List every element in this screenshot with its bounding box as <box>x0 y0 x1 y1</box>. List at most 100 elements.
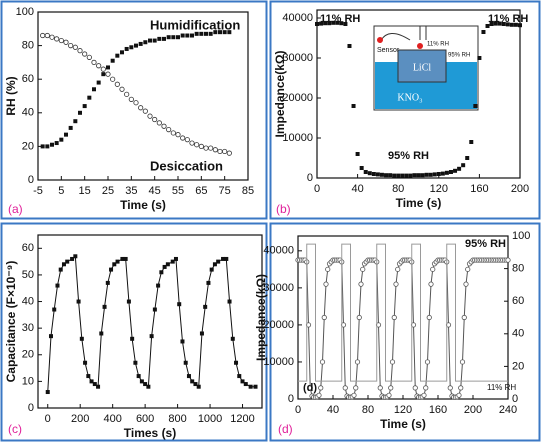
marker <box>221 256 226 261</box>
marker <box>505 22 510 27</box>
marker <box>45 144 50 149</box>
marker <box>456 392 462 398</box>
marker <box>138 105 144 111</box>
marker <box>436 172 441 176</box>
marker <box>386 392 392 398</box>
marker <box>159 270 164 275</box>
marker <box>428 281 434 287</box>
y-tick-label: 40 <box>22 295 34 307</box>
marker <box>170 130 176 136</box>
marker <box>55 283 60 288</box>
panel-border <box>0 0 268 220</box>
series-line <box>298 259 508 398</box>
marker <box>152 38 157 43</box>
marker <box>185 33 190 38</box>
y-tick-label: 0 <box>28 402 34 414</box>
y-axis-label: Capacitance (F×10⁻⁹) <box>4 261 18 383</box>
marker <box>377 385 383 391</box>
y-axis-label: Impedance(kΩ) <box>273 51 287 138</box>
y-tick-label: 40000 <box>263 245 294 257</box>
marker <box>139 379 144 384</box>
x-tick-label: 45 <box>149 185 161 197</box>
marker <box>173 256 178 261</box>
annotation: 95% RH <box>465 238 506 250</box>
x-tick-label: -5 <box>33 185 43 197</box>
y-tick-label: 80 <box>22 40 34 52</box>
marker <box>105 280 110 285</box>
marker <box>384 173 389 178</box>
y-tick-label: 0 <box>28 174 34 186</box>
marker <box>183 360 188 365</box>
marker <box>40 144 45 149</box>
marker <box>356 314 362 321</box>
y-tick-label: 10000 <box>263 356 294 368</box>
marker <box>253 384 258 389</box>
marker <box>54 141 59 146</box>
marker <box>342 385 348 391</box>
x-tick-label: 160 <box>429 404 447 416</box>
marker <box>327 21 332 26</box>
marker <box>240 379 245 384</box>
x-tick-label: 85 <box>242 185 254 197</box>
x-tick-label: 0 <box>45 413 51 425</box>
marker <box>180 339 185 344</box>
marker <box>212 147 218 153</box>
marker <box>513 22 518 27</box>
marker <box>351 392 357 398</box>
marker <box>335 20 340 25</box>
y-tick-label: 100 <box>16 6 34 18</box>
marker <box>360 266 366 272</box>
marker <box>358 281 364 287</box>
marker <box>323 281 329 287</box>
marker <box>130 336 135 341</box>
panel-label: (a) <box>8 202 23 216</box>
x-tick-label: 0 <box>314 183 320 195</box>
plot-frame <box>37 234 263 409</box>
x-tick-label: 35 <box>125 185 137 197</box>
marker <box>389 359 396 365</box>
marker <box>428 172 433 177</box>
marker <box>319 359 326 365</box>
marker <box>86 54 92 60</box>
marker <box>355 152 360 156</box>
marker <box>421 392 427 398</box>
marker <box>146 384 151 389</box>
y2-tick-label: 0 <box>512 393 518 405</box>
marker <box>152 307 157 312</box>
marker <box>319 21 324 26</box>
marker <box>59 137 64 142</box>
x-tick-label: 15 <box>79 185 91 197</box>
marker <box>82 51 88 57</box>
marker <box>331 20 336 25</box>
sensor-dot <box>377 37 383 43</box>
marker <box>224 256 229 261</box>
marker <box>175 132 181 138</box>
x-tick-label: 0 <box>295 404 301 416</box>
marker <box>198 143 204 149</box>
marker <box>393 281 399 287</box>
marker <box>48 334 53 339</box>
marker <box>133 360 138 365</box>
marker <box>133 100 139 106</box>
plot-frame <box>37 11 249 181</box>
marker <box>73 254 78 259</box>
marker <box>481 30 486 34</box>
marker <box>206 280 211 285</box>
marker <box>52 307 57 312</box>
inset-label: 95% RH <box>448 53 470 59</box>
marker <box>234 360 239 365</box>
marker <box>112 262 117 267</box>
marker <box>477 56 482 60</box>
marker <box>68 125 73 130</box>
marker <box>469 140 474 144</box>
marker <box>212 262 217 267</box>
annotation: 11% RH <box>487 383 516 392</box>
y2-tick-label: 40 <box>512 328 524 340</box>
marker <box>49 34 55 40</box>
y-tick-label: 20000 <box>282 92 313 104</box>
marker <box>68 42 74 49</box>
marker <box>143 40 148 45</box>
marker <box>307 385 313 391</box>
inset-label: Sensor <box>377 47 400 54</box>
marker <box>404 173 409 178</box>
